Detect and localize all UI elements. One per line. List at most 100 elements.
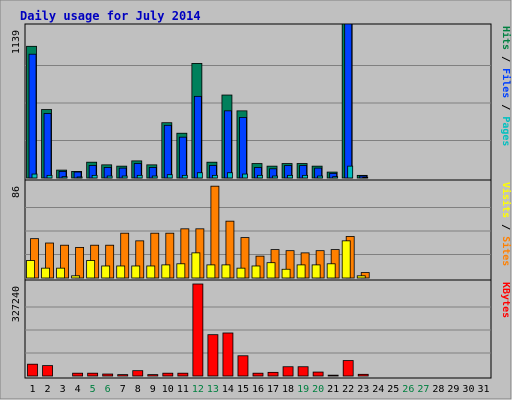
x-tick-label-17: 17	[267, 384, 279, 395]
bar-hits-pages-3	[61, 176, 68, 179]
plot-area-hits	[24, 23, 492, 181]
bar-hits-pages-4	[76, 176, 83, 179]
x-tick-label-13: 13	[207, 384, 219, 395]
bar-hits-files-22	[344, 23, 353, 179]
bar-kbytes-kbytes-18	[282, 366, 294, 377]
bar-kbytes-kbytes-9	[147, 374, 159, 377]
x-tick-label-24: 24	[372, 384, 384, 395]
x-tick-label-5: 5	[90, 384, 96, 395]
bar-visits-visits-15	[236, 267, 246, 279]
panel-visits: 86 Visits / Sites	[11, 179, 512, 281]
bar-kbytes-kbytes-15	[237, 355, 249, 377]
bar-visits-visits-6	[101, 265, 111, 279]
x-tick-label-20: 20	[312, 384, 324, 395]
bar-hits-pages-7	[121, 175, 128, 179]
y-axis-legend-visits: Visits / Sites	[500, 182, 512, 266]
legend-separator: /	[500, 50, 511, 68]
bar-kbytes-kbytes-13	[207, 334, 219, 377]
chart-panels: 1139 Hits / Files / Pages 86 Visits / Sites…	[11, 23, 512, 379]
bar-kbytes-kbytes-19	[297, 366, 309, 377]
bar-visits-visits-9	[146, 265, 156, 279]
x-tick-label-14: 14	[222, 384, 234, 395]
x-tick-label-7: 7	[120, 384, 126, 395]
x-tick-label-29: 29	[447, 384, 459, 395]
bar-hits-files-14	[224, 110, 232, 179]
bar-hits-pages-11	[181, 174, 188, 179]
bar-visits-visits-16	[251, 265, 261, 279]
panel-hits: 1139 Hits / Files / Pages	[11, 23, 512, 181]
bar-hits-pages-15	[242, 173, 248, 179]
x-tick-label-15: 15	[237, 384, 249, 395]
bar-hits-pages-1	[31, 173, 38, 179]
x-tick-label-1: 1	[30, 384, 36, 395]
bar-hits-pages-9	[151, 175, 158, 179]
bar-visits-visits-19	[296, 264, 306, 279]
bar-hits-pages-21	[332, 176, 339, 179]
legend-hits: Hits	[500, 26, 512, 50]
bar-visits-visits-8	[131, 265, 141, 279]
x-tick-label-31: 31	[477, 384, 489, 395]
bar-visits-visits-23	[356, 275, 366, 279]
x-tick-label-6: 6	[105, 384, 111, 395]
x-tick-label-28: 28	[432, 384, 444, 395]
x-tick-label-11: 11	[177, 384, 189, 395]
bar-visits-visits-17	[266, 262, 276, 279]
x-tick-label-23: 23	[357, 384, 369, 395]
x-tick-label-18: 18	[282, 384, 294, 395]
bar-visits-visits-7	[116, 265, 126, 279]
bar-kbytes-kbytes-21	[327, 374, 339, 377]
x-tick-label-2: 2	[45, 384, 51, 395]
bar-kbytes-kbytes-11	[177, 372, 189, 377]
chart-title: Daily usage for July 2014	[20, 9, 201, 23]
bar-hits-pages-6	[106, 175, 113, 179]
bar-hits-pages-10	[166, 174, 173, 179]
bar-kbytes-kbytes-7	[117, 374, 129, 377]
bar-kbytes-kbytes-12	[192, 283, 204, 377]
bar-kbytes-kbytes-4	[72, 372, 84, 377]
x-tick-label-9: 9	[150, 384, 156, 395]
x-tick-label-27: 27	[417, 384, 429, 395]
bar-visits-sites-4	[75, 246, 85, 279]
bar-visits-sites-13	[210, 185, 220, 279]
bar-visits-visits-22	[341, 240, 351, 279]
bar-kbytes-kbytes-22	[342, 360, 354, 377]
y-axis-legend-hits: Hits / Files / Pages	[500, 26, 512, 146]
legend-separator: /	[500, 98, 511, 116]
x-tick-label-3: 3	[60, 384, 66, 395]
x-tick-label-16: 16	[252, 384, 264, 395]
bar-kbytes-kbytes-10	[162, 372, 174, 377]
x-tick-label-8: 8	[135, 384, 141, 395]
bar-hits-pages-12	[196, 172, 203, 179]
x-tick-label-19: 19	[297, 384, 309, 395]
bar-kbytes-kbytes-23	[357, 373, 369, 377]
bar-kbytes-kbytes-5	[87, 372, 99, 377]
legend-kbytes: KBytes	[500, 282, 511, 318]
legend-separator: /	[500, 218, 511, 236]
bar-hits-pages-14	[227, 172, 233, 179]
x-tick-label-4: 4	[75, 384, 81, 395]
y-max-label-kbytes: 327240	[11, 286, 22, 322]
bar-kbytes-kbytes-17	[267, 371, 279, 377]
y-axis-legend-kbytes: KBytes	[500, 282, 511, 318]
bar-hits-files-11	[178, 136, 187, 179]
bar-hits-pages-17	[272, 175, 278, 179]
bar-visits-visits-5	[86, 260, 96, 279]
x-tick-label-21: 21	[327, 384, 339, 395]
bar-hits-pages-18	[287, 174, 293, 179]
bar-hits-pages-8	[136, 174, 143, 179]
x-tick-label-30: 30	[462, 384, 474, 395]
bar-visits-visits-14	[221, 264, 231, 279]
bar-hits-files-15	[239, 117, 247, 179]
bar-kbytes-kbytes-8	[132, 370, 144, 377]
x-tick-label-26: 26	[402, 384, 414, 395]
bar-visits-visits-20	[311, 264, 321, 279]
bar-visits-visits-21	[326, 263, 336, 279]
bar-visits-visits-2	[41, 267, 50, 279]
bar-hits-pages-22	[347, 165, 354, 179]
bar-visits-visits-11	[176, 263, 186, 279]
x-tick-label-12: 12	[192, 384, 204, 395]
bar-hits-files-10	[163, 124, 172, 179]
bar-kbytes-kbytes-2	[42, 365, 53, 377]
bar-hits-pages-20	[317, 175, 324, 179]
bar-visits-visits-18	[281, 268, 291, 279]
